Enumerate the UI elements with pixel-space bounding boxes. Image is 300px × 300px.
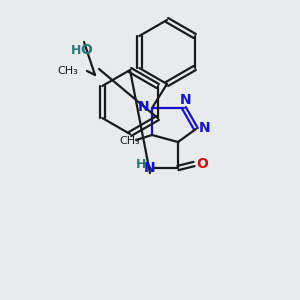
Text: N: N [138, 100, 150, 114]
Text: N: N [199, 121, 211, 135]
Text: CH₃: CH₃ [57, 66, 78, 76]
Text: H: H [71, 44, 81, 56]
Text: H: H [136, 158, 146, 170]
Text: CH₃: CH₃ [120, 136, 140, 146]
Text: O: O [196, 157, 208, 171]
Text: N: N [180, 93, 192, 107]
Text: N: N [144, 161, 156, 175]
Text: O: O [80, 43, 92, 57]
